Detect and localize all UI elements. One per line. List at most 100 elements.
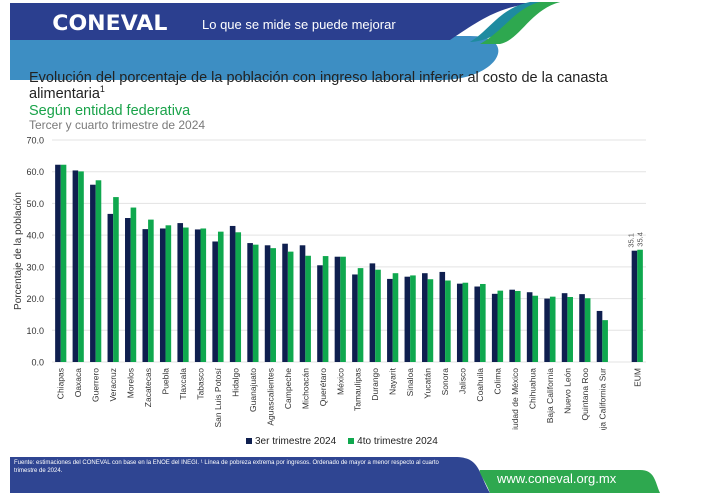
- x-tick-label: Guerrero: [91, 368, 101, 402]
- bar-4to-trimestre: [480, 283, 486, 362]
- bar-4to-trimestre: [340, 256, 346, 362]
- chart-period: Tercer y cuarto trimestre de 2024: [29, 118, 206, 132]
- bar-3er-trimestre: [404, 276, 411, 362]
- bar-3er-trimestre: [544, 298, 550, 362]
- bar-4to-trimestre: [445, 280, 451, 362]
- bar-3er-trimestre: [491, 293, 498, 362]
- x-tick-label: Coahuila: [475, 368, 485, 402]
- chart-title: Evolución del porcentaje de la población…: [29, 70, 629, 102]
- bar-3er-trimestre: [299, 245, 306, 362]
- bar-4to-trimestre: [514, 290, 521, 362]
- x-tick-label: Baja California Sur: [597, 368, 607, 430]
- x-tick-label: Zacatecas: [143, 368, 153, 407]
- bar-4to-trimestre: [392, 273, 399, 362]
- bar-3er-trimestre: [317, 265, 323, 362]
- y-tick-label: 60.0: [26, 167, 44, 177]
- legend-label: 4to trimestre 2024: [357, 436, 438, 447]
- x-tick-label: Veracruz: [108, 368, 118, 402]
- x-tick-label: Tamaulipas: [353, 368, 363, 411]
- x-tick-label: Sinaloa: [405, 368, 415, 397]
- bar-3er-trimestre: [596, 310, 603, 362]
- bar-3er-trimestre: [247, 243, 253, 362]
- x-tick-label: Colima: [493, 368, 503, 395]
- bar-3er-trimestre: [474, 286, 481, 362]
- website-link[interactable]: www.coneval.org.mx: [497, 471, 617, 486]
- bar-3er-trimestre: [526, 292, 533, 362]
- legend-item-series1: 3er trimestre 2024: [246, 436, 336, 448]
- bar-3er-trimestre: [194, 229, 201, 362]
- x-tick-label: México: [335, 368, 345, 395]
- source-note: Fuente: estimaciones del CONEVAL con bas…: [14, 460, 439, 474]
- bar-4to-trimestre: [183, 227, 189, 362]
- bar-4to-trimestre: [95, 180, 102, 362]
- bar-3er-trimestre: [369, 263, 376, 362]
- bar-3er-trimestre: [90, 184, 96, 362]
- x-tick-label: Durango: [370, 368, 380, 401]
- x-tick-label: Puebla: [161, 368, 171, 395]
- x-tick-label: Aguascalientes: [265, 368, 275, 426]
- bar-4to-trimestre: [567, 296, 573, 362]
- bar-4to-trimestre: [270, 248, 276, 362]
- x-tick-label: Querétaro: [318, 368, 328, 407]
- x-tick-label: EUM: [632, 368, 642, 387]
- bar-4to-trimestre: [235, 232, 242, 362]
- bar-3er-trimestre: [55, 164, 61, 362]
- x-tick-label: Michoacán: [300, 368, 310, 409]
- chart-subtitle: Según entidad federativa: [29, 103, 191, 119]
- bar-4to-trimestre: [287, 251, 294, 362]
- bar-4to-trimestre: [497, 290, 504, 362]
- x-tick-label: Chihuahua: [527, 368, 537, 409]
- title-footnote-mark: 1: [99, 84, 105, 95]
- x-tick-label: Guanajuato: [248, 368, 258, 412]
- bar-3er-trimestre: [422, 273, 428, 362]
- bar-4to-trimestre: [165, 225, 172, 362]
- legend: 3er trimestre 2024 4to trimestre 2024: [246, 436, 438, 448]
- bar-4to-trimestre: [78, 171, 84, 362]
- bar-4to-trimestre: [532, 295, 539, 362]
- bar-4to-trimestre: [637, 249, 643, 362]
- bar-3er-trimestre: [579, 294, 585, 362]
- bar-3er-trimestre: [352, 274, 358, 362]
- y-tick-label: 40.0: [26, 231, 44, 241]
- x-tick-label: Jalisco: [458, 368, 468, 394]
- bar-4to-trimestre: [252, 244, 259, 362]
- y-tick-label: 0.0: [31, 358, 44, 368]
- bar-3er-trimestre: [334, 256, 341, 362]
- bar-4to-trimestre: [357, 268, 364, 362]
- bar-4to-trimestre: [427, 279, 434, 362]
- x-tick-label: Tabasco: [196, 368, 206, 400]
- bar-3er-trimestre: [509, 289, 515, 362]
- bar-3er-trimestre: [456, 283, 463, 362]
- bar-3er-trimestre: [142, 229, 149, 362]
- bar-3er-trimestre: [282, 243, 288, 362]
- bar-3er-trimestre: [561, 293, 568, 362]
- coneval-logo: CONEVAL: [52, 11, 168, 35]
- bar-4to-trimestre: [602, 320, 608, 362]
- bar-3er-trimestre: [439, 271, 446, 362]
- y-tick-label: 70.0: [26, 136, 44, 146]
- bar-3er-trimestre: [212, 241, 218, 362]
- x-tick-label: Yucatán: [423, 368, 433, 399]
- header-banner: [10, 2, 560, 80]
- bar-3er-trimestre: [125, 218, 131, 362]
- y-axis-label: Porcentaje de la población: [13, 192, 24, 310]
- data-label: 35.1: [626, 233, 635, 248]
- bar-4to-trimestre: [113, 197, 119, 362]
- x-tick-label: Sonora: [440, 368, 450, 396]
- x-tick-label: Nayarit: [388, 367, 398, 395]
- legend-item-series2: 4to trimestre 2024: [348, 436, 438, 448]
- bar-3er-trimestre: [631, 250, 638, 362]
- y-tick-label: 50.0: [26, 199, 44, 209]
- y-tick-label: 30.0: [26, 262, 44, 272]
- x-tick-label: Morelos: [126, 368, 136, 398]
- bar-4to-trimestre: [410, 275, 416, 362]
- y-tick-label: 10.0: [26, 326, 44, 336]
- bar-3er-trimestre: [159, 228, 166, 362]
- title-text: Evolución del porcentaje de la población…: [29, 70, 608, 102]
- tagline: Lo que se mide se puede mejorar: [202, 17, 396, 32]
- x-tick-label: Hidalgo: [230, 368, 240, 397]
- x-tick-label: Oaxaca: [73, 368, 83, 398]
- bar-4to-trimestre: [462, 282, 469, 362]
- bar-chart: 0.0 10.0 20.0 30.0 40.0 50.0 60.0 70.0 Porcentaj…: [13, 136, 646, 430]
- bar-4to-trimestre: [549, 296, 556, 362]
